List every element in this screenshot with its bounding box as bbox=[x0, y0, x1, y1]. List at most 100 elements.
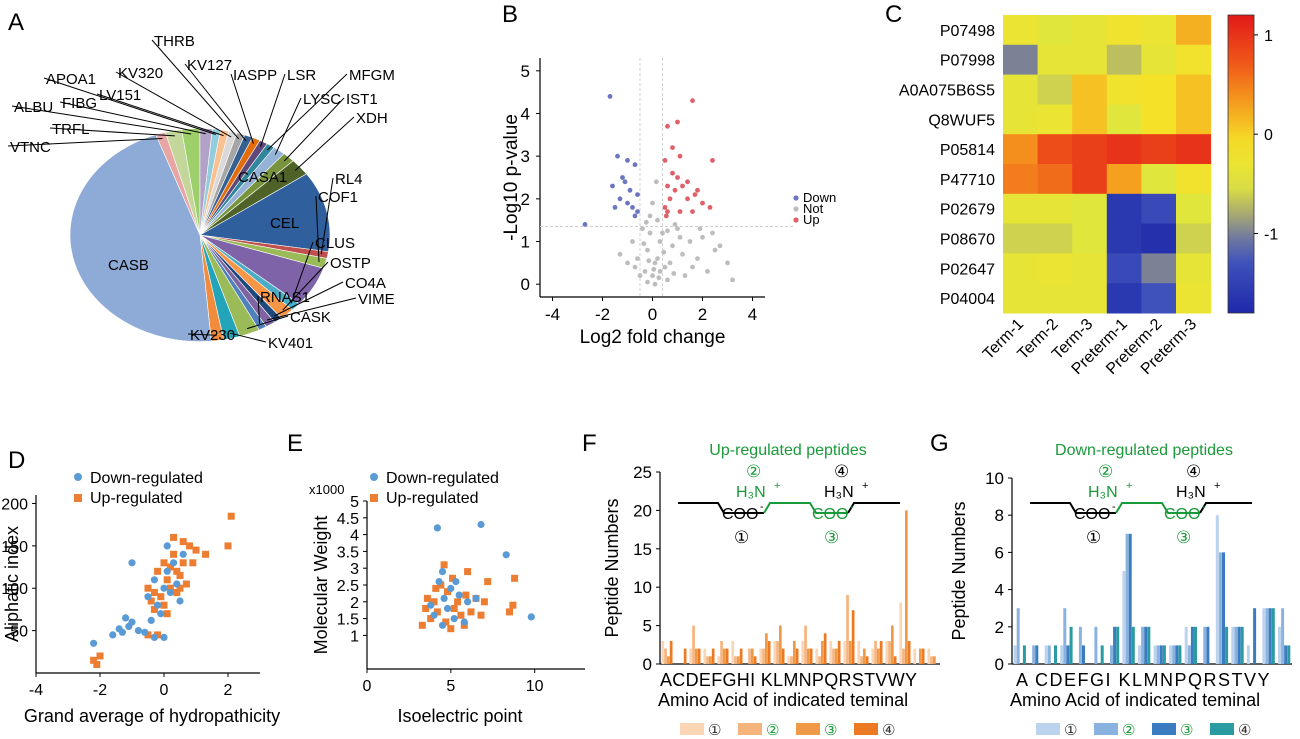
scatter-point-up bbox=[182, 580, 190, 588]
bar-f bbox=[1078, 626, 1082, 664]
scatter-point-up bbox=[511, 574, 519, 582]
heatmap-cell bbox=[1037, 134, 1073, 165]
bar-legend-label: ① bbox=[708, 722, 721, 739]
bar-i bbox=[1116, 626, 1120, 664]
volcano-y-tick-label: 4 bbox=[521, 104, 530, 123]
heatmap-cell bbox=[1106, 223, 1142, 254]
volcano-point-not bbox=[656, 275, 662, 281]
scatter-point-up bbox=[433, 608, 441, 616]
schema-site-1: ① bbox=[734, 528, 749, 547]
pie-leader-kv401 bbox=[230, 332, 267, 343]
pie-label-casb: CASB bbox=[108, 257, 149, 274]
pie-leader-xdh bbox=[294, 116, 355, 171]
scatter-point-up bbox=[170, 533, 178, 541]
panel-letter-d: D bbox=[8, 447, 25, 474]
pie-label-ist1: IST1 bbox=[346, 91, 378, 108]
scatter-point-up bbox=[166, 563, 174, 571]
bar-y-tick-label: 0 bbox=[643, 655, 652, 674]
volcano-point-down bbox=[630, 205, 635, 210]
heatmap-cell bbox=[1003, 164, 1039, 195]
scatter-point-up bbox=[418, 621, 426, 629]
bar-y-tick-label: 25 bbox=[633, 463, 652, 482]
bar-p bbox=[835, 648, 838, 664]
pie-label-cel: CEL bbox=[270, 215, 299, 232]
pie-leader-albu bbox=[11, 105, 192, 135]
volcano-point-not bbox=[705, 269, 710, 274]
scatter-point-up bbox=[484, 578, 492, 586]
scatter-point-up bbox=[506, 608, 513, 616]
bar-w bbox=[921, 648, 925, 664]
bar-legend-swatch bbox=[738, 723, 762, 735]
colorbar-tick-label: 1 bbox=[1264, 28, 1273, 45]
heatmap-cell bbox=[1003, 15, 1039, 46]
scatter-point-down bbox=[109, 631, 117, 639]
scatter-hydropathicity: -4 -2 0 2 50 100 150 200 Grand average of hydrop… bbox=[1, 470, 280, 726]
scatter-point-up bbox=[450, 605, 458, 612]
heatmap-row-label: P05814 bbox=[940, 142, 995, 159]
scatter-point-up bbox=[189, 559, 197, 567]
volcano-point-down bbox=[582, 222, 588, 227]
bar-y-tick-label: 10 bbox=[985, 469, 1004, 488]
pie-label-kv127: KV127 bbox=[187, 57, 232, 74]
volcano-point-not bbox=[680, 251, 685, 257]
bar-n bbox=[821, 641, 824, 664]
schema-backbone-left bbox=[678, 502, 764, 514]
bar-r bbox=[1225, 626, 1229, 664]
pie-leader-fibg bbox=[59, 101, 206, 135]
bar-k bbox=[776, 641, 779, 664]
scatter-point-down bbox=[427, 601, 435, 609]
heatmap-row-label: P08670 bbox=[940, 232, 995, 249]
heatmap-cell bbox=[1141, 164, 1177, 195]
bar-a bbox=[669, 641, 673, 664]
scatter-point-down bbox=[464, 598, 472, 606]
bar-l bbox=[1144, 626, 1148, 664]
pie-label-fibg: FIBG bbox=[62, 95, 97, 112]
bar-n bbox=[1175, 645, 1179, 664]
volcano-legend-label-not: Not bbox=[803, 201, 824, 216]
scatter-point-down bbox=[160, 584, 168, 592]
heatmap-cell bbox=[1037, 283, 1073, 314]
bar-y-label: Peptide Numbers bbox=[602, 498, 622, 637]
heatmap-cell bbox=[1176, 253, 1212, 284]
bar-e bbox=[1066, 645, 1070, 664]
bar-p bbox=[1187, 645, 1191, 664]
heatmap-cell bbox=[1003, 223, 1039, 254]
panel-letter-b: B bbox=[502, 1, 518, 28]
bar-category-labels: ACDEFGHI KLMNPQRSTVWY bbox=[660, 670, 917, 690]
pie-label-vtnc: VTNC bbox=[10, 139, 51, 156]
bar-y-tick-label: 5 bbox=[643, 617, 652, 636]
heatmap-cell bbox=[1176, 193, 1212, 225]
bar-f bbox=[723, 648, 726, 664]
scatter-point-down bbox=[443, 604, 452, 613]
bar-g bbox=[1094, 626, 1098, 664]
bar-y-tick-label: 15 bbox=[633, 540, 652, 559]
scatter-point-down bbox=[440, 594, 448, 603]
volcano-point-not bbox=[667, 260, 673, 266]
bar-v bbox=[905, 510, 908, 664]
volcano-point-not bbox=[645, 279, 650, 285]
volcano-point-not bbox=[635, 256, 640, 261]
bar-r bbox=[1215, 515, 1219, 664]
volcano-point-up bbox=[707, 205, 713, 210]
heatmap-cell bbox=[1106, 164, 1142, 195]
scatter-y-tick-label: 4.5 bbox=[337, 511, 359, 528]
volcano-legend-dot-down bbox=[793, 195, 799, 201]
volcano-point-down bbox=[620, 175, 625, 180]
heatmap-row-label: Q8WUF5 bbox=[928, 112, 995, 129]
scatter-point-up bbox=[144, 584, 152, 592]
bar-y bbox=[1281, 608, 1285, 664]
scatter-point-up bbox=[173, 589, 181, 596]
scatter-point-down bbox=[527, 613, 535, 621]
scatter-y-tick-label: 3 bbox=[350, 561, 359, 578]
scatter-point-up bbox=[467, 608, 475, 616]
bar-q bbox=[843, 641, 847, 664]
volcano-point-up bbox=[685, 179, 690, 185]
volcano-point-not bbox=[655, 256, 660, 261]
bar-y bbox=[930, 656, 933, 664]
bar-s bbox=[1240, 626, 1244, 664]
volcano-point-up bbox=[670, 170, 675, 176]
bar-l bbox=[1147, 626, 1151, 664]
bar-q bbox=[1206, 626, 1210, 664]
volcano-point-not bbox=[637, 273, 643, 279]
